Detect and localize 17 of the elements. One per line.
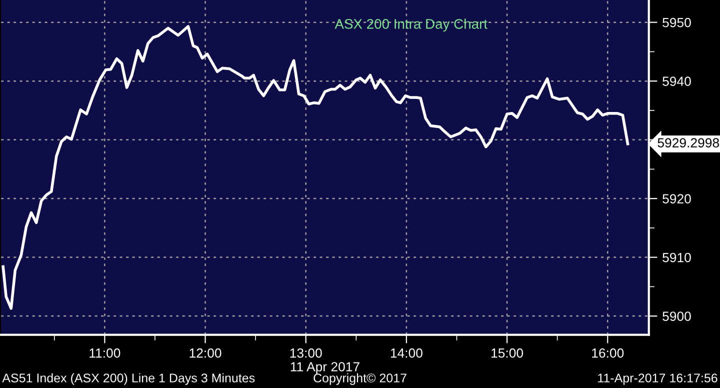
text: ASX 200 Intra Day Chart: [334, 18, 488, 32]
x-tick-label: 15:00: [492, 348, 524, 358]
y-tick-label: 5900: [662, 312, 691, 321]
x-tick-label: 14:00: [390, 348, 422, 358]
y-tick-label: 5940: [662, 76, 691, 86]
x-tick-label: 11:00: [90, 348, 120, 358]
x-tick-label: 12:00: [190, 348, 222, 358]
text: Copyright© 2017: [314, 373, 406, 385]
text: AS51 Index (ASX 200) Line 1 Days 3 Minutes: [2, 373, 255, 385]
x-axis-title: 11 Apr 2017: [290, 362, 360, 374]
y-tick-label: 5910: [662, 252, 691, 262]
text: 5929.2998: [658, 138, 719, 148]
y-tick-label: 5920: [662, 194, 691, 204]
x-tick-label: 16:00: [592, 348, 624, 358]
text: 11-Apr-2017 16:17:56: [598, 374, 718, 385]
x-tick-label: 13:00: [290, 348, 322, 358]
y-tick-label: 5950: [662, 18, 691, 28]
